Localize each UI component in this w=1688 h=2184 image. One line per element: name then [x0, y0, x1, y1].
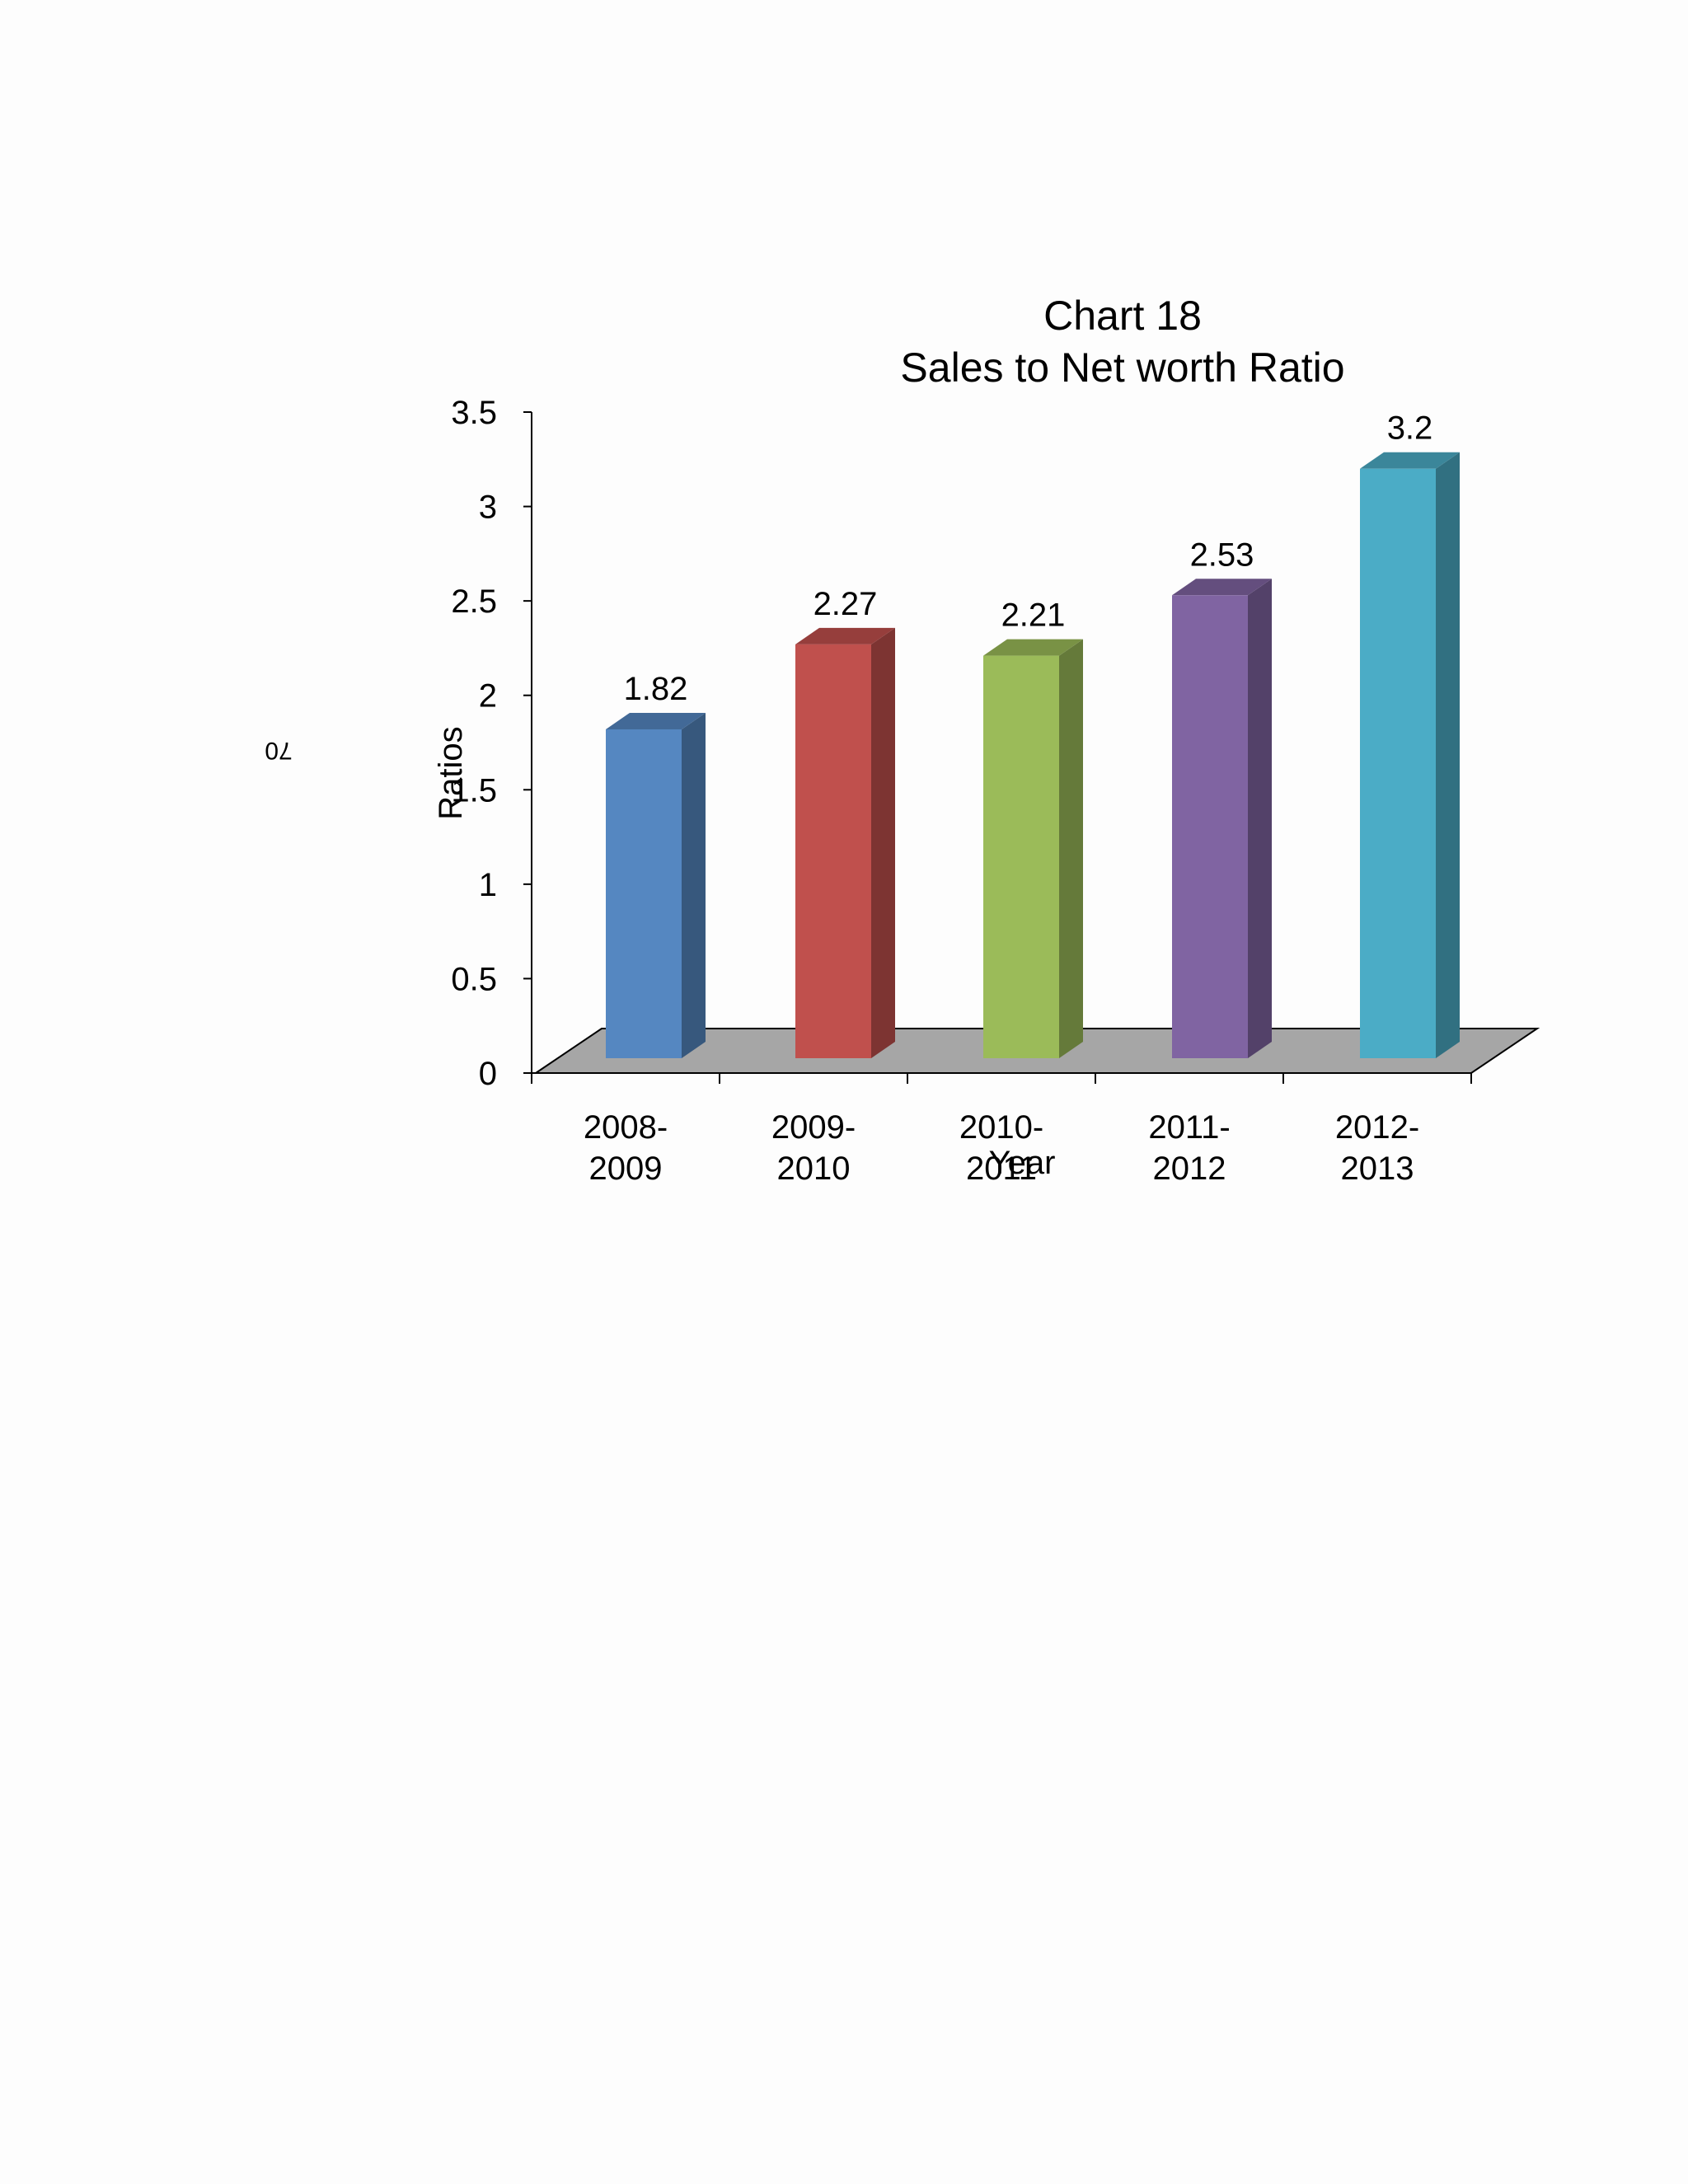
x-tick-label: 2010: [777, 1151, 851, 1187]
bar: [983, 639, 1083, 1058]
bars: [606, 452, 1460, 1058]
y-tick-label: 1.5: [451, 772, 497, 808]
x-tick-label: 2013: [1341, 1151, 1414, 1187]
x-axis-label: Year: [989, 1145, 1056, 1181]
bar-side: [1436, 452, 1460, 1058]
y-tick-label: 3: [479, 490, 497, 526]
bar-front: [983, 655, 1059, 1058]
x-tick-label: 2011-: [1148, 1109, 1230, 1146]
x-tick-label: 2012: [1153, 1151, 1226, 1187]
x-tick-label: 2011: [966, 1151, 1037, 1187]
x-tick-label: 2010-: [959, 1109, 1043, 1146]
x-tick-label: 2009-: [771, 1109, 856, 1146]
bar-front: [1360, 468, 1436, 1058]
data-label: 1.82: [624, 671, 688, 707]
x-tick-label: 2008-: [584, 1109, 668, 1146]
bar-side: [682, 712, 706, 1058]
bar-front: [1172, 595, 1248, 1058]
y-tick-label: 0.5: [451, 961, 497, 997]
bar: [795, 627, 895, 1058]
bar-side: [1059, 639, 1083, 1058]
data-labels: 1.82 2.27 2.21 2.53 3.2: [624, 410, 1433, 707]
bar: [1360, 452, 1460, 1058]
y-tick-label: 2: [479, 678, 497, 715]
bar-top: [1172, 579, 1272, 596]
y-tick-label: 2.5: [451, 583, 497, 620]
y-tick-label: 3.5: [451, 395, 497, 431]
bar-top: [606, 712, 706, 729]
y-tick-label: 1: [479, 867, 497, 903]
bar-front: [606, 729, 682, 1058]
chart-axes: 00.511.522.533.52008-20092009-20102010-2…: [451, 395, 1472, 1187]
bar-top: [795, 627, 895, 644]
bar-front: [795, 644, 871, 1058]
bar-top: [1360, 452, 1460, 469]
data-label: 3.2: [1387, 410, 1433, 447]
bar: [1172, 579, 1272, 1058]
x-tick-label: 2012-: [1335, 1109, 1419, 1146]
chart-title: Chart 18: [1043, 293, 1202, 339]
data-label: 2.27: [814, 586, 878, 622]
x-tick-label: 2009: [589, 1151, 663, 1187]
bar-side: [1248, 579, 1272, 1058]
bar: [606, 712, 706, 1058]
data-label: 2.21: [1001, 598, 1066, 634]
data-label: 2.53: [1190, 537, 1254, 573]
bar-side: [871, 627, 895, 1058]
y-axis-label: Ratios: [433, 726, 469, 819]
chart-subtitle: Sales to Net worth Ratio: [900, 344, 1344, 391]
bar-top: [983, 639, 1083, 656]
y-tick-label: 0: [479, 1056, 497, 1092]
